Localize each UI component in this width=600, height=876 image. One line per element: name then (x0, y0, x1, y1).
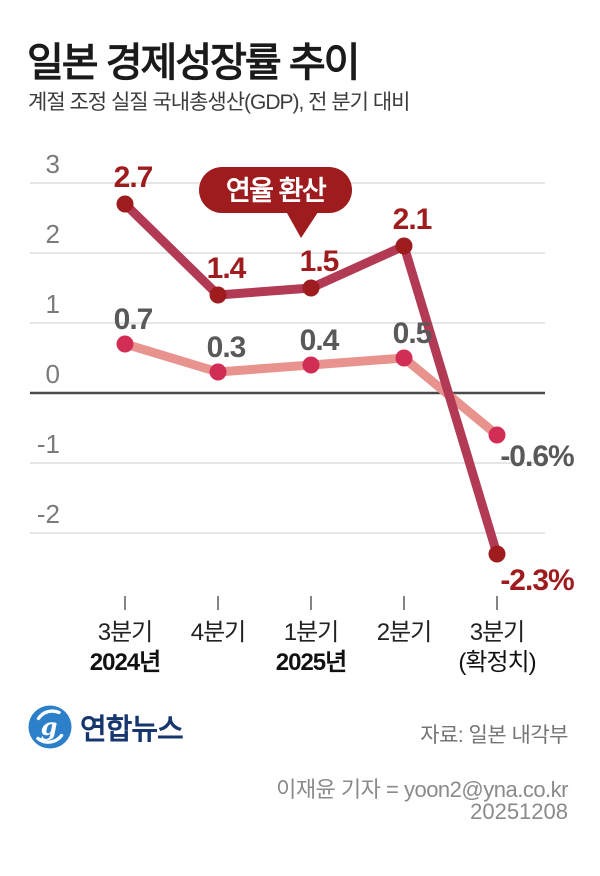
footer-logo: g 연합뉴스 (28, 705, 184, 749)
value-label: 0.3 (207, 331, 246, 364)
value-label: -0.6% (500, 440, 574, 473)
data-point (302, 356, 320, 374)
y-axis-label: -1 (37, 429, 60, 459)
series-points-1: 0.7 0.3 0.4 0.5 -0.6% (114, 303, 575, 473)
x-axis: 3분기 2024년 4분기 1분기 2025년 2분기 3분기 (확정치) (90, 596, 537, 676)
page-subtitle: 계절 조정 실질 국내총생산(GDP), 전 분기 대비 (28, 91, 410, 114)
annotation-badge: 연율 환산 (199, 167, 352, 238)
data-point (209, 286, 227, 304)
data-point (302, 279, 320, 297)
value-label: -2.3% (500, 564, 574, 597)
source-text: 자료: 일본 내각부 (420, 724, 568, 747)
x-tick-label: 1분기 (284, 619, 339, 646)
data-point (209, 363, 227, 381)
y-axis-label: 0 (46, 359, 60, 389)
x-sublabel: (확정치) (458, 649, 535, 676)
y-axis-label: 1 (46, 289, 60, 319)
x-tick-label: 3분기 (98, 619, 153, 646)
value-label: 0.7 (114, 303, 153, 336)
logo-text: 연합뉴스 (80, 714, 184, 746)
svg-text:g: g (41, 712, 58, 741)
badge-tail (283, 206, 322, 238)
data-point (488, 545, 506, 563)
value-label: 2.7 (114, 161, 153, 194)
credit-text: 이재윤 기자 = yoon2@yna.co.kr (276, 777, 568, 802)
date-text: 20251208 (470, 799, 568, 824)
x-tick-label: 2분기 (377, 619, 432, 646)
data-point (116, 335, 134, 353)
value-label: 1.4 (207, 252, 247, 285)
page-title: 일본 경제성장률 추이 (27, 41, 360, 85)
series-points-0: 2.7 1.4 1.5 2.1 -2.3% (114, 161, 575, 597)
data-point (395, 349, 413, 367)
x-sublabel: 2025년 (276, 649, 346, 676)
x-sublabel: 2024년 (90, 649, 160, 676)
data-point (116, 195, 134, 213)
x-tick-label: 4분기 (191, 619, 246, 646)
y-axis-label: 3 (46, 149, 60, 179)
value-label: 0.4 (300, 324, 340, 357)
badge-label: 연율 환산 (226, 176, 327, 206)
data-point (395, 237, 413, 255)
value-label: 2.1 (393, 203, 432, 236)
badge-pill (199, 167, 352, 213)
y-axis-label: 2 (46, 219, 60, 249)
y-axis-label: -2 (37, 499, 60, 529)
value-label: 0.5 (393, 317, 432, 350)
data-point (488, 426, 506, 444)
yonhap-logo-icon: g (28, 705, 72, 749)
value-label: 1.5 (300, 245, 339, 278)
x-tick-label: 3분기 (470, 619, 525, 646)
